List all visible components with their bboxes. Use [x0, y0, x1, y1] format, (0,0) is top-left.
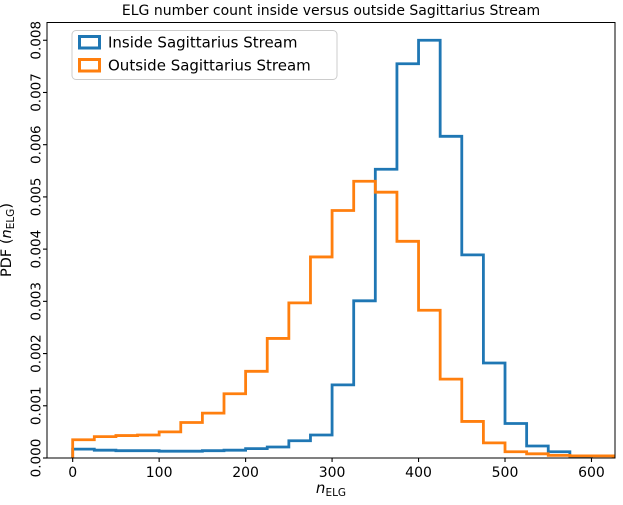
x-tick-label: 0	[68, 465, 77, 481]
x-axis: 0 100 200 300 400 500 600	[68, 458, 605, 481]
axes-frame	[46, 22, 616, 459]
y-tick-label: 0.006	[29, 125, 45, 164]
legend-label-0: Inside Sagittarius Stream	[108, 34, 298, 52]
x-axis-label: nELG	[316, 479, 346, 499]
y-axis-label: PDF (nELG)	[0, 203, 17, 277]
y-tick-label: 0.002	[29, 334, 45, 373]
y-tick-label: 0.004	[29, 230, 45, 269]
y-tick-label: 0.003	[29, 282, 45, 321]
series-path-1	[71, 179, 615, 458]
legend-frame	[71, 30, 338, 80]
legend-swatch-1	[78, 58, 101, 73]
y-tick-label: 0.000	[29, 439, 45, 478]
chart-title: ELG number count inside versus outside S…	[121, 3, 541, 19]
x-tick-label: 300	[319, 465, 346, 481]
y-tick-label: 0.001	[29, 386, 45, 425]
legend-swatch-0	[78, 35, 101, 50]
series-path-0	[71, 38, 593, 458]
x-tick-label: 100	[146, 465, 173, 481]
y-tick-label: 0.007	[29, 73, 45, 112]
legend-label-1: Outside Sagittarius Stream	[108, 57, 311, 75]
x-tick-label: 500	[492, 465, 519, 481]
x-tick-label: 400	[405, 465, 432, 481]
legend: Inside Sagittarius Stream Outside Sagitta…	[71, 30, 338, 80]
x-tick-label: 200	[232, 465, 259, 481]
y-tick-label: 0.005	[29, 178, 45, 217]
y-axis: 0.000 0.001 0.002 0.003 0.004 0.005 0.006 0.007…	[29, 21, 47, 478]
x-tick-label: 600	[578, 465, 605, 481]
y-tick-label: 0.008	[29, 21, 45, 60]
